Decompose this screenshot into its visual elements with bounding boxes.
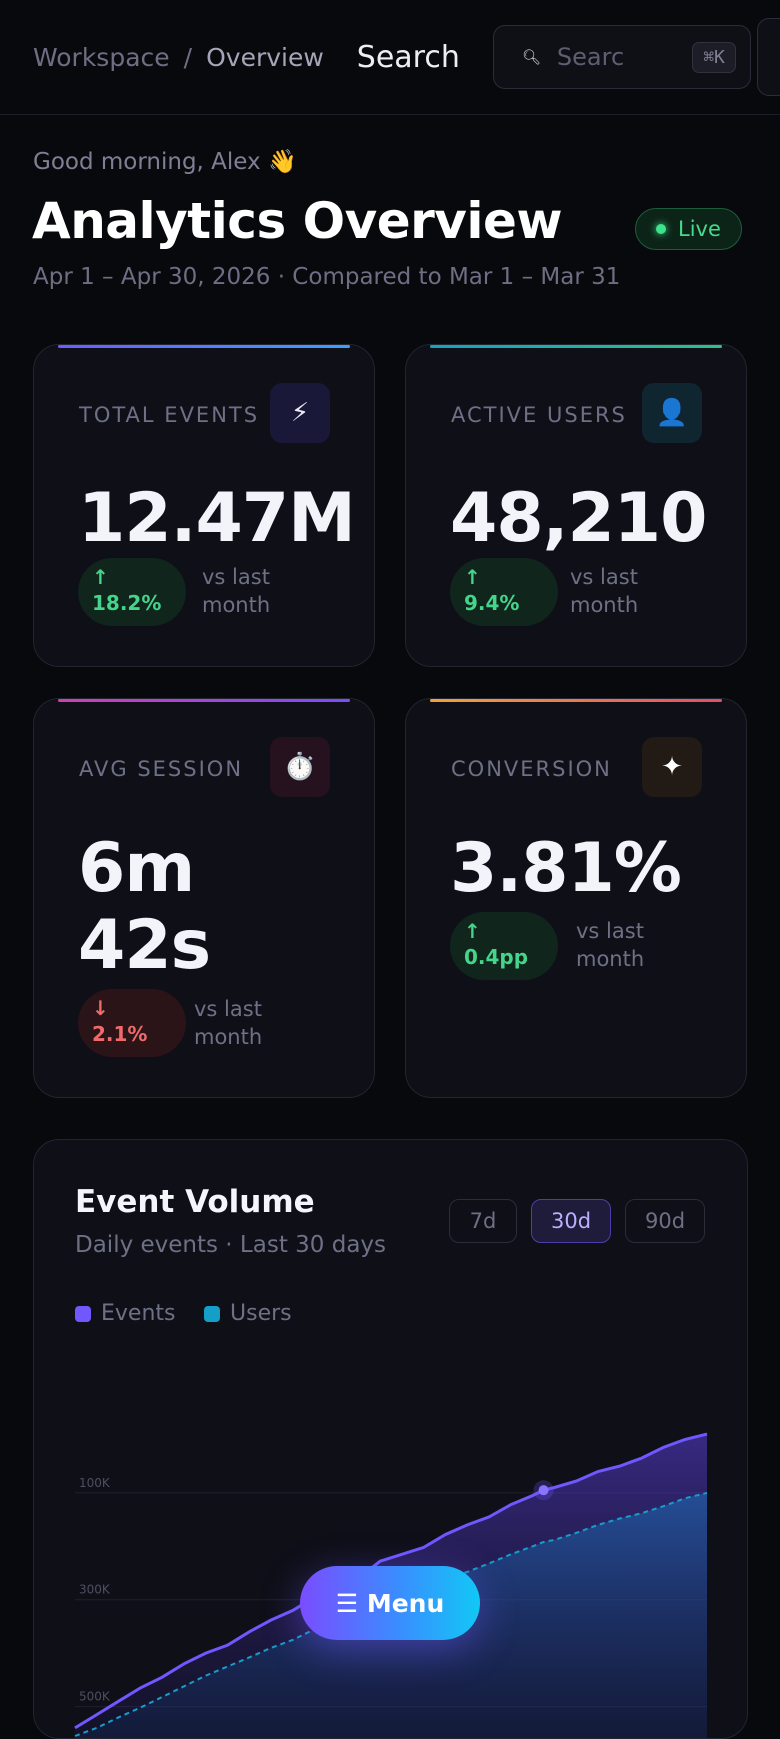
event-volume-card: Event Volume Daily events · Last 30 days… xyxy=(33,1139,748,1739)
stat-value: 3.81% xyxy=(450,833,681,905)
menu-button[interactable]: ☰ Menu xyxy=(300,1566,480,1640)
stat-label: TOTAL EVENTS xyxy=(79,403,259,427)
delta-value: 9.4% xyxy=(464,591,519,615)
sparkle-icon: ✦ xyxy=(642,737,702,797)
stat-label: CONVERSION xyxy=(451,757,612,781)
live-dot-icon xyxy=(656,224,666,234)
arrow-up-icon: ↑ xyxy=(92,564,186,590)
arrow-up-icon: ↑ xyxy=(464,918,558,944)
stat-value: 12.47M xyxy=(78,483,355,555)
y-tick-label: 500K xyxy=(79,1690,111,1704)
stat-card-total-events[interactable]: TOTAL EVENTS ⚡ 12.47M ↑ 18.2% vs last mo… xyxy=(33,344,375,667)
highlight-point[interactable] xyxy=(539,1485,549,1495)
stat-card-avg-session[interactable]: AVG SESSION ⏱️ 6m 42s ↓ 2.1% vs last mon… xyxy=(33,698,375,1098)
stat-card-conversion[interactable]: CONVERSION ✦ 3.81% ↑ 0.4pp vs last month xyxy=(405,698,747,1098)
search-label: Search xyxy=(357,40,460,75)
stat-value: 48,210 xyxy=(450,483,706,555)
search-shortcut-badge: ⌘K xyxy=(692,42,736,73)
breadcrumb-workspace[interactable]: Workspace xyxy=(33,43,170,72)
compare-text: vs last month xyxy=(202,563,292,619)
search-placeholder: Searc xyxy=(557,43,692,71)
compare-text: vs last month xyxy=(194,995,284,1051)
delta-badge: ↑ 18.2% xyxy=(78,558,186,626)
search-input[interactable]: 🔍︎ Searc ⌘K xyxy=(493,25,751,89)
y-tick-label: 300K xyxy=(79,1583,111,1597)
event-volume-chart: 500K 300K 100K xyxy=(34,1140,748,1739)
compare-text: vs last month xyxy=(570,563,660,619)
delta-badge: ↓ 2.1% xyxy=(78,989,186,1057)
top-bar: Workspace / Overview Search 🔍︎ Searc ⌘K … xyxy=(0,0,780,115)
arrow-down-icon: ↓ xyxy=(92,995,186,1021)
page-title: Analytics Overview xyxy=(32,192,562,250)
delta-value: 2.1% xyxy=(92,1022,147,1046)
user-icon: 👤 xyxy=(642,383,702,443)
delta-badge: ↑ 0.4pp xyxy=(450,912,558,980)
stopwatch-icon: ⏱️ xyxy=(270,737,330,797)
delta-value: 0.4pp xyxy=(464,945,528,969)
delta-value: 18.2% xyxy=(92,591,161,615)
breadcrumb-overview: Overview xyxy=(206,43,324,72)
search-icon: 🔍︎ xyxy=(522,48,541,66)
breadcrumb-separator: / xyxy=(184,43,192,72)
lightning-icon: ⚡ xyxy=(270,383,330,443)
greeting: Good morning, Alex 👋 xyxy=(33,148,297,175)
stat-card-active-users[interactable]: ACTIVE USERS 👤 48,210 ↑ 9.4% vs last mon… xyxy=(405,344,747,667)
stat-label: ACTIVE USERS xyxy=(451,403,627,427)
live-status-badge: Live xyxy=(635,208,742,250)
y-tick-label: 100K xyxy=(79,1476,111,1490)
stat-value-minutes: 6m xyxy=(78,833,194,905)
delta-badge: ↑ 9.4% xyxy=(450,558,558,626)
stat-label: AVG SESSION xyxy=(79,757,243,781)
date-range: Apr 1 – Apr 30, 2026 · Compared to Mar 1… xyxy=(33,264,620,290)
arrow-up-icon: ↑ xyxy=(464,564,558,590)
stat-value-seconds: 42s xyxy=(78,910,210,982)
calendar-button[interactable]: ▭ xyxy=(757,18,780,96)
live-label: Live xyxy=(678,217,721,241)
compare-text: vs last month xyxy=(576,917,666,973)
